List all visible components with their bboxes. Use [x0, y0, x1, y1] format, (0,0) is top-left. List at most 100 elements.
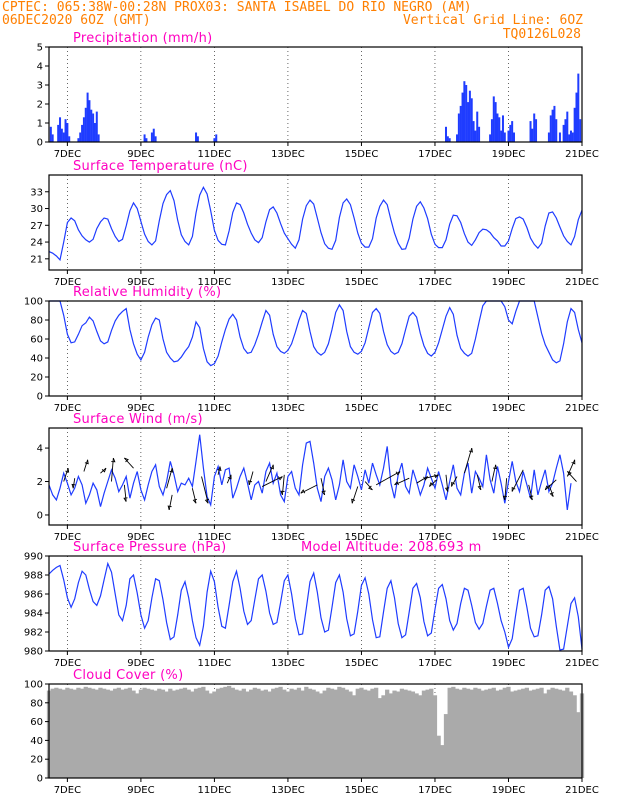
temp-xtick-label: 19DEC [492, 277, 526, 288]
cloud-column [447, 687, 452, 778]
cloud-column [495, 690, 500, 778]
temp-ytick-label: 27 [30, 221, 43, 232]
cloud-column [396, 691, 401, 778]
wind-arrow-head [167, 505, 172, 511]
wind-arrow [445, 474, 449, 492]
cloud-column [469, 689, 474, 778]
precip-bar [143, 134, 146, 142]
header-model-code: TQ0126L028 [503, 27, 581, 42]
precip-bar [472, 121, 475, 142]
precip-bar [57, 124, 60, 142]
cloud-column [87, 687, 92, 778]
cloud-column [249, 689, 254, 778]
cloud-column [278, 686, 283, 778]
cloud-column [333, 689, 338, 778]
precip-bar [512, 132, 515, 142]
wind-arrow-head [367, 485, 373, 491]
pressure-ytick-label: 986 [24, 590, 43, 601]
wind-arrow [320, 478, 326, 495]
precip-bar [579, 119, 582, 142]
precip-bar [92, 113, 95, 142]
cloud-column [164, 691, 169, 778]
precip-bar [490, 119, 493, 142]
precip-bar [531, 128, 534, 142]
cloud-title: Cloud Cover (%) [73, 668, 183, 683]
cloud-column [480, 690, 485, 778]
rh-xtick-label: 9DEC [127, 403, 154, 414]
wind-arrow-head [351, 498, 356, 504]
cloud-column [348, 691, 353, 778]
wind-arrow-head [71, 483, 76, 489]
precip-bar [150, 132, 153, 142]
cloud-column [160, 689, 166, 778]
cloud-column [473, 687, 478, 778]
cloud-column [403, 689, 408, 778]
wind-xtick-label: 19DEC [492, 532, 526, 543]
wind-ytick-label: 0 [37, 510, 43, 521]
precip-ytick-label: 4 [37, 62, 43, 73]
cloud-column [326, 687, 331, 778]
rh-ytick-label: 80 [30, 316, 43, 327]
cloud-column [135, 693, 140, 778]
precip-title: Precipitation (mm/h) [73, 31, 212, 46]
precip-ytick-label: 1 [37, 119, 43, 130]
precip-bar [500, 130, 503, 142]
header-run-date: 06DEC2020 6OZ (GMT) [2, 13, 151, 28]
precip-xtick-label: 11DEC [198, 149, 232, 160]
precip-bar [90, 109, 93, 142]
temp-ytick-label: 33 [30, 187, 43, 198]
cloud-column [230, 687, 235, 778]
cloud-column [510, 691, 515, 778]
wind-arrow-head [492, 464, 498, 470]
precip-bar [62, 132, 65, 142]
temp-xtick-label: 11DEC [198, 277, 232, 288]
precip-xtick-label: 21DEC [565, 149, 599, 160]
precip-panel: Precipitation (mm/h) 0 1 2 3 4 5 7DEC 9DEC 11DEC 1… [37, 31, 599, 160]
precip-bar [547, 132, 550, 142]
cloud-column [274, 687, 280, 778]
wind-title: Surface Wind (m/s) [73, 412, 203, 427]
cloud-column [271, 688, 276, 778]
cloud-column [212, 691, 217, 778]
wind-arrow-head [434, 473, 439, 479]
cloud-column [454, 688, 460, 778]
precip-bar [507, 130, 510, 142]
precip-bar [509, 124, 512, 142]
cloud-column [300, 690, 305, 778]
precip-bar [478, 126, 481, 142]
wind-arrow-head [429, 481, 434, 487]
cloud-xtick-label: 19DEC [492, 785, 526, 796]
cloud-column [576, 712, 581, 778]
cloud-column [385, 689, 390, 778]
cloud-column [374, 687, 379, 778]
cloud-column [451, 686, 456, 778]
cloud-column [554, 688, 559, 778]
wind-xtick-label: 9DEC [127, 532, 154, 543]
pressure-ytick-label: 990 [24, 552, 43, 563]
pressure-ytick-label: 980 [24, 647, 43, 658]
precip-bar [444, 126, 447, 142]
precip-bar [456, 134, 459, 142]
wind-arrow-head [451, 481, 456, 487]
wind-line [48, 434, 572, 510]
cloud-ytick-label: 20 [30, 755, 43, 766]
precip-bar [474, 130, 477, 142]
cloud-column [98, 687, 103, 778]
rh-xtick-label: 21DEC [565, 403, 599, 414]
cloud-frame [48, 683, 583, 779]
wind-arrow [168, 494, 173, 511]
precip-bar [66, 123, 69, 142]
cloud-column [351, 695, 357, 778]
wind-arrow-head [528, 495, 534, 501]
rh-xtick-label: 11DEC [198, 403, 232, 414]
rh-ytick-label: 0 [37, 392, 43, 403]
precip-bar [529, 121, 532, 142]
wind-arrow [491, 464, 497, 482]
cloud-column [418, 695, 423, 778]
wind-arrow-head [477, 485, 482, 491]
wind-arrow [429, 479, 438, 487]
cloud-column [76, 687, 81, 778]
wind-xtick-label: 21DEC [565, 532, 599, 543]
precip-bar [196, 136, 199, 142]
cloud-column [131, 690, 136, 778]
